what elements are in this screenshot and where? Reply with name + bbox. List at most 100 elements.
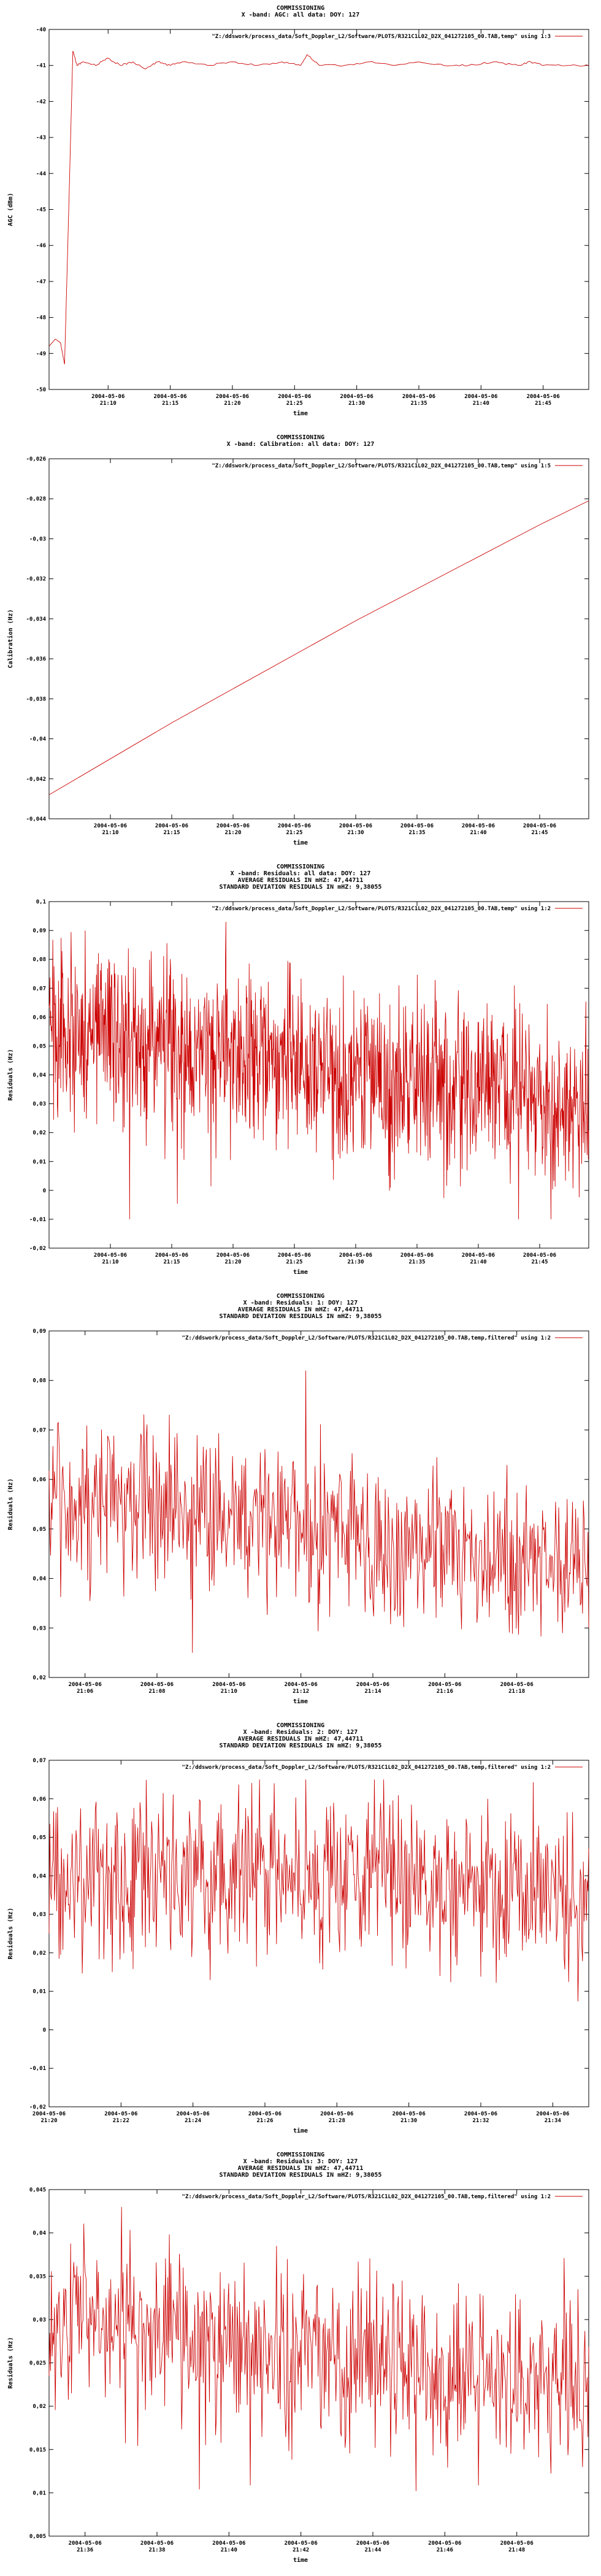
chart-title: COMMISSIONING xyxy=(277,434,324,441)
y-tick-label: -46 xyxy=(36,243,46,249)
chart-subtitle: AVERAGE RESIDUALS IN mHZ: 47,44711 xyxy=(238,1736,364,1742)
x-tick-time: 21:48 xyxy=(508,2547,525,2553)
y-tick-label: 0,05 xyxy=(33,1527,46,1533)
data-series-line xyxy=(48,1370,589,1653)
legend-label: "Z:/ddswork/process_data/Soft_Doppler_L2… xyxy=(182,1764,551,1771)
y-axis-label: Residuals (Hz) xyxy=(7,1049,14,1100)
y-tick-label: 0,045 xyxy=(29,2187,46,2193)
x-tick-time: 21:42 xyxy=(293,2547,309,2553)
y-tick-label: 0 xyxy=(43,1188,46,1194)
y-tick-label: 0,015 xyxy=(29,2447,46,2453)
x-tick-date: 2004-05-06 xyxy=(278,394,311,400)
y-tick-label: -0,044 xyxy=(26,816,46,822)
y-axis-label: Residuals (Hz) xyxy=(7,1907,14,1959)
x-tick-time: 21:45 xyxy=(535,401,551,407)
y-tick-label: 0,035 xyxy=(29,2274,46,2280)
x-tick-date: 2004-05-06 xyxy=(140,1682,174,1688)
x-tick-time: 21:40 xyxy=(470,830,486,836)
x-tick-date: 2004-05-06 xyxy=(500,2540,534,2547)
y-tick-label: -0,04 xyxy=(29,737,47,743)
x-tick-date: 2004-05-06 xyxy=(33,2111,66,2117)
x-axis-label: time xyxy=(293,2556,308,2564)
y-tick-label: -42 xyxy=(36,99,46,105)
y-tick-label: -0,03 xyxy=(29,536,46,542)
y-tick-label: 0,025 xyxy=(29,2361,46,2367)
x-tick-time: 21:10 xyxy=(100,401,117,407)
x-tick-date: 2004-05-06 xyxy=(339,1252,372,1259)
chart-title: COMMISSIONING xyxy=(277,5,324,12)
x-tick-time: 21:15 xyxy=(163,1259,180,1265)
x-tick-time: 21:36 xyxy=(77,2547,93,2553)
y-tick-label: -0,042 xyxy=(26,776,46,783)
y-axis-label: AGC (dBm) xyxy=(7,193,14,226)
y-tick-label: -0,026 xyxy=(26,456,46,462)
chart-subtitle: STANDARD DEVIATION RESIDUALS IN mHZ: 9,3… xyxy=(220,1742,382,1749)
x-tick-time: 21:10 xyxy=(102,830,118,836)
y-tick-label: -44 xyxy=(36,171,47,177)
y-tick-label: 0,03 xyxy=(33,2317,46,2323)
y-tick-label: -0,028 xyxy=(26,496,46,502)
x-tick-date: 2004-05-06 xyxy=(400,1252,434,1259)
x-tick-time: 21:20 xyxy=(40,2118,57,2124)
x-tick-date: 2004-05-06 xyxy=(402,394,435,400)
y-tick-label: 0,08 xyxy=(33,957,46,963)
x-tick-date: 2004-05-06 xyxy=(216,394,249,400)
y-tick-label: 0,06 xyxy=(33,1477,46,1483)
x-tick-date: 2004-05-06 xyxy=(356,2540,389,2547)
x-tick-time: 21:26 xyxy=(256,2118,273,2124)
x-tick-time: 21:24 xyxy=(185,2118,202,2124)
x-tick-date: 2004-05-06 xyxy=(154,394,187,400)
y-tick-label: -40 xyxy=(36,27,46,33)
y-tick-label: -0,01 xyxy=(29,2066,46,2072)
y-tick-label: -0,038 xyxy=(26,696,46,702)
x-tick-time: 21:20 xyxy=(224,830,241,836)
x-tick-time: 21:35 xyxy=(408,1259,425,1265)
x-tick-time: 21:34 xyxy=(545,2118,562,2124)
x-tick-date: 2004-05-06 xyxy=(462,823,495,829)
x-tick-date: 2004-05-06 xyxy=(285,2540,318,2547)
x-tick-time: 21:30 xyxy=(400,2118,417,2124)
chart-subtitle: STANDARD DEVIATION RESIDUALS IN mHZ: 9,3… xyxy=(220,884,382,891)
x-tick-time: 21:32 xyxy=(472,2118,489,2124)
x-tick-date: 2004-05-06 xyxy=(285,1682,318,1688)
x-tick-time: 21:28 xyxy=(329,2118,345,2124)
y-tick-label: 0,07 xyxy=(33,1427,46,1433)
x-tick-date: 2004-05-06 xyxy=(523,823,556,829)
x-tick-date: 2004-05-06 xyxy=(356,1682,389,1688)
y-tick-label: -50 xyxy=(36,387,46,393)
x-tick-date: 2004-05-06 xyxy=(155,823,188,829)
y-tick-label: -48 xyxy=(36,315,46,321)
y-tick-label: 0 xyxy=(43,2027,46,2033)
x-tick-time: 21:25 xyxy=(286,830,302,836)
x-tick-date: 2004-05-06 xyxy=(523,1252,556,1259)
y-axis-label: Calibration (Hz) xyxy=(7,609,14,668)
y-tick-label: 0,02 xyxy=(33,1950,46,1957)
y-tick-label: -43 xyxy=(36,135,46,141)
y-tick-label: 0,03 xyxy=(33,1102,46,1108)
y-tick-label: 0,02 xyxy=(33,2404,46,2410)
x-tick-time: 21:15 xyxy=(163,830,180,836)
x-tick-date: 2004-05-06 xyxy=(94,823,127,829)
x-tick-time: 21:22 xyxy=(113,2118,129,2124)
x-tick-time: 21:40 xyxy=(473,401,489,407)
y-tick-label: 0,03 xyxy=(33,1625,46,1631)
legend-label: "Z:/ddswork/process_data/Soft_Doppler_L2… xyxy=(182,1335,551,1341)
x-tick-date: 2004-05-06 xyxy=(464,2111,497,2117)
chart-subtitle: X -band: Residuals: 2: DOY: 127 xyxy=(243,1728,358,1736)
y-tick-label: -45 xyxy=(36,207,46,213)
x-tick-time: 21:45 xyxy=(531,1259,548,1265)
y-tick-label: 0,06 xyxy=(33,1014,46,1021)
x-tick-date: 2004-05-06 xyxy=(278,823,311,829)
x-tick-date: 2004-05-06 xyxy=(155,1252,188,1259)
y-axis-label: Residuals (Hz) xyxy=(7,1478,14,1530)
x-tick-time: 21:40 xyxy=(221,2547,237,2553)
x-tick-time: 21:20 xyxy=(224,401,240,407)
y-tick-label: 0,09 xyxy=(33,1328,46,1335)
chart-subtitle: AVERAGE RESIDUALS IN mHZ: 47,44711 xyxy=(238,1306,364,1313)
chart-title: COMMISSIONING xyxy=(277,1722,324,1729)
x-tick-time: 21:25 xyxy=(286,1259,302,1265)
y-tick-label: 0,05 xyxy=(33,1835,46,1841)
x-tick-time: 21:10 xyxy=(102,1259,118,1265)
